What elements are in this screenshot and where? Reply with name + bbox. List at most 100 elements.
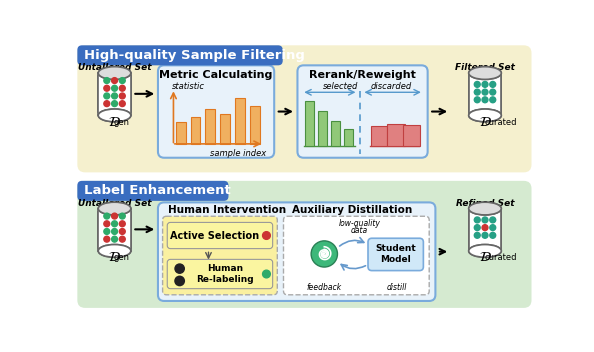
- Bar: [235, 98, 245, 144]
- Text: selected: selected: [323, 82, 358, 90]
- FancyBboxPatch shape: [158, 202, 435, 301]
- Text: $\mathcal{D}$: $\mathcal{D}$: [108, 250, 121, 264]
- Text: Filtered Set: Filtered Set: [455, 63, 515, 72]
- Bar: [331, 121, 340, 146]
- Bar: [469, 212, 501, 248]
- Circle shape: [263, 270, 270, 278]
- FancyBboxPatch shape: [77, 181, 532, 308]
- Bar: [469, 208, 501, 251]
- Ellipse shape: [469, 202, 501, 215]
- Bar: [344, 129, 353, 146]
- Text: $\mathcal{D}$: $\mathcal{D}$: [479, 250, 492, 264]
- Circle shape: [112, 78, 118, 83]
- Circle shape: [112, 236, 118, 242]
- Circle shape: [474, 89, 480, 95]
- Ellipse shape: [469, 245, 501, 257]
- Bar: [469, 76, 501, 112]
- Circle shape: [119, 101, 125, 107]
- Bar: [371, 126, 387, 146]
- Text: Active Selection: Active Selection: [170, 231, 259, 240]
- Circle shape: [490, 217, 496, 223]
- Text: Rerank/Reweight: Rerank/Reweight: [309, 70, 416, 80]
- FancyBboxPatch shape: [368, 238, 424, 271]
- Ellipse shape: [98, 245, 131, 257]
- Bar: [206, 109, 215, 144]
- Text: Untallored Set: Untallored Set: [78, 63, 151, 72]
- FancyBboxPatch shape: [77, 181, 229, 201]
- Text: Human Intervention: Human Intervention: [168, 205, 286, 215]
- Circle shape: [119, 78, 125, 83]
- Text: gen: gen: [114, 253, 129, 262]
- FancyBboxPatch shape: [283, 216, 429, 295]
- Circle shape: [263, 232, 270, 239]
- FancyBboxPatch shape: [163, 216, 277, 295]
- Circle shape: [119, 228, 125, 234]
- Circle shape: [482, 217, 488, 223]
- Circle shape: [119, 221, 125, 227]
- Circle shape: [474, 81, 480, 87]
- Circle shape: [104, 85, 110, 91]
- Circle shape: [112, 228, 118, 234]
- Ellipse shape: [98, 109, 131, 122]
- Ellipse shape: [469, 109, 501, 122]
- Text: sample index: sample index: [210, 149, 267, 158]
- Text: Metric Calculating: Metric Calculating: [159, 70, 273, 80]
- Circle shape: [482, 89, 488, 95]
- Bar: [191, 117, 200, 144]
- FancyBboxPatch shape: [168, 222, 273, 249]
- Circle shape: [482, 225, 488, 231]
- Circle shape: [119, 93, 125, 99]
- Text: Auxiliary Distillation: Auxiliary Distillation: [292, 205, 412, 215]
- Circle shape: [311, 241, 337, 267]
- Circle shape: [474, 232, 480, 238]
- Circle shape: [119, 213, 125, 219]
- Circle shape: [104, 101, 110, 107]
- Bar: [403, 125, 419, 146]
- Circle shape: [104, 221, 110, 227]
- Ellipse shape: [469, 67, 501, 80]
- Text: Student
Model: Student Model: [375, 244, 416, 264]
- Circle shape: [119, 236, 125, 242]
- Text: distill: distill: [387, 283, 407, 291]
- FancyBboxPatch shape: [77, 45, 283, 65]
- Circle shape: [490, 97, 496, 103]
- Ellipse shape: [98, 67, 131, 80]
- Text: Human
Re-labeling: Human Re-labeling: [197, 264, 254, 284]
- Text: curated: curated: [484, 118, 517, 127]
- Bar: [98, 208, 131, 251]
- Circle shape: [474, 97, 480, 103]
- Circle shape: [490, 89, 496, 95]
- Circle shape: [104, 236, 110, 242]
- Circle shape: [112, 101, 118, 107]
- Circle shape: [112, 213, 118, 219]
- Circle shape: [474, 217, 480, 223]
- Circle shape: [112, 221, 118, 227]
- Text: Untallored Set: Untallored Set: [78, 199, 151, 208]
- Text: statistic: statistic: [172, 82, 205, 92]
- Text: $\mathcal{D}$: $\mathcal{D}$: [479, 114, 492, 128]
- Bar: [305, 101, 314, 146]
- Circle shape: [175, 264, 184, 273]
- Text: feedback: feedback: [307, 283, 342, 291]
- Circle shape: [490, 225, 496, 231]
- Ellipse shape: [469, 67, 501, 80]
- Ellipse shape: [98, 202, 131, 215]
- Bar: [469, 73, 501, 115]
- FancyBboxPatch shape: [77, 45, 532, 172]
- Bar: [98, 73, 131, 115]
- Bar: [98, 212, 131, 248]
- Ellipse shape: [98, 109, 131, 122]
- Circle shape: [482, 97, 488, 103]
- Ellipse shape: [469, 245, 501, 257]
- Text: low-quality: low-quality: [339, 219, 380, 228]
- Circle shape: [104, 228, 110, 234]
- FancyBboxPatch shape: [158, 65, 274, 158]
- Text: curated: curated: [484, 253, 517, 262]
- Circle shape: [104, 213, 110, 219]
- Text: High-quality Sample Filtering: High-quality Sample Filtering: [84, 49, 304, 62]
- Circle shape: [112, 85, 118, 91]
- Ellipse shape: [174, 276, 185, 286]
- Ellipse shape: [98, 202, 131, 215]
- Ellipse shape: [98, 67, 131, 80]
- Bar: [250, 106, 260, 144]
